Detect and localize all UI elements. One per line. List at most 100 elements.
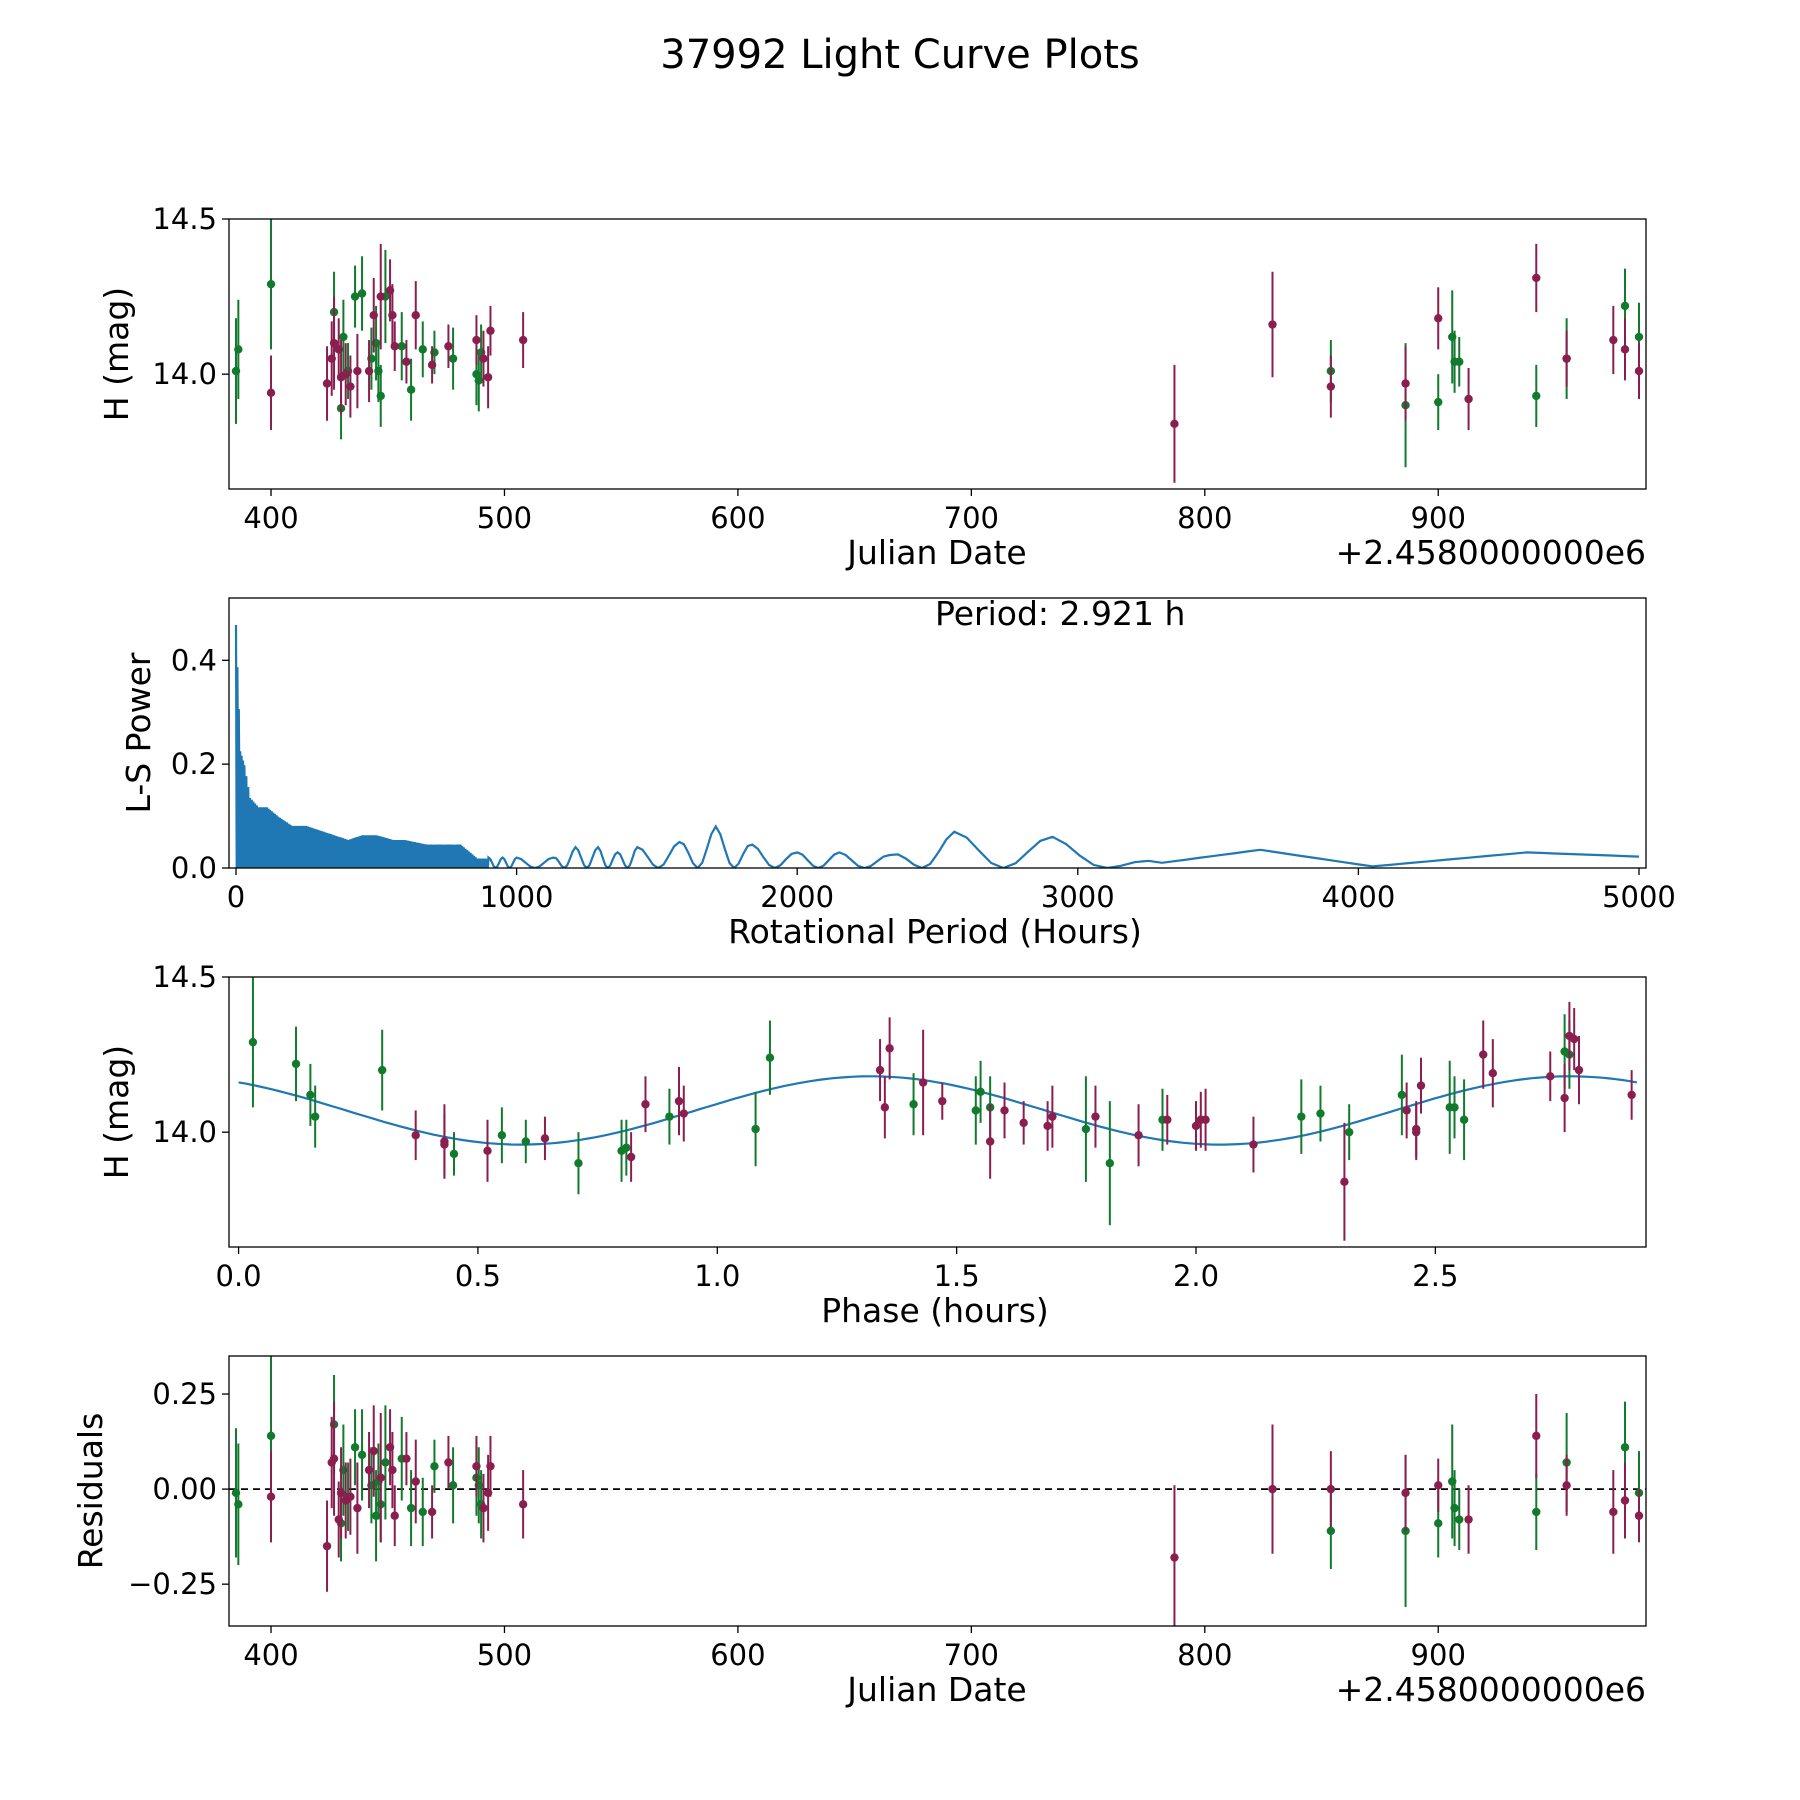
data-point [418, 345, 427, 354]
data-point [1401, 1488, 1410, 1498]
data-point [665, 1112, 674, 1121]
y-tick-label: 0.25 [152, 1377, 217, 1411]
x-tick-label: 2.0 [1173, 1259, 1219, 1293]
data-point [427, 360, 437, 370]
periodogram-xticks: 0 1000 2000 3000 4000 5000 [227, 868, 1676, 914]
data-point [339, 332, 348, 342]
data-point [918, 1078, 928, 1087]
data-point [234, 345, 243, 354]
y-tick-label: 0.2 [171, 747, 217, 781]
data-point [971, 1106, 980, 1115]
residuals-offset-label: +2.4580000000e6 [1336, 1670, 1646, 1709]
phase-folded-ylabel: H (mag) [97, 1045, 136, 1179]
data-point [336, 1488, 346, 1498]
figure-title: 37992 Light Curve Plots [660, 32, 1139, 78]
data-point [1562, 354, 1571, 363]
data-point [1546, 1072, 1555, 1081]
data-point [1105, 1159, 1115, 1168]
x-tick-label: 1.5 [934, 1259, 980, 1293]
x-tick-label: 0 [227, 880, 245, 914]
x-tick-label: 500 [477, 1638, 532, 1672]
data-point [444, 1458, 453, 1467]
x-tick-label: 5000 [1602, 880, 1676, 914]
data-point [674, 1096, 684, 1106]
data-point [353, 1503, 362, 1513]
data-point [390, 1511, 399, 1520]
series-green [231, 1356, 1644, 1607]
data-point [350, 292, 360, 301]
data-point [266, 1431, 276, 1441]
x-tick-label: 400 [243, 1638, 298, 1672]
data-point [540, 1134, 550, 1143]
x-tick-label: 900 [1411, 1638, 1466, 1672]
phase-folded-xlabel: Phase (hours) [821, 1291, 1049, 1330]
data-point [411, 311, 420, 320]
data-point [486, 326, 495, 335]
periodogram-yticks: 0.0 0.2 0.4 [171, 643, 229, 885]
data-point [1000, 1106, 1009, 1115]
data-point [518, 335, 528, 345]
y-tick-label: 0.4 [171, 643, 217, 677]
x-tick-label: 400 [243, 501, 298, 535]
residuals-frame [228, 1355, 1647, 1627]
data-point [1416, 1081, 1426, 1090]
data-point [641, 1100, 650, 1109]
data-point [1201, 1115, 1210, 1124]
data-point [483, 373, 493, 382]
data-point [909, 1100, 918, 1109]
data-point [346, 1492, 355, 1501]
data-point [377, 1065, 387, 1075]
light-curve-offset-label: +2.4580000000e6 [1336, 533, 1646, 572]
residuals-yticks: 0.25 0.00 −0.25 [128, 1377, 229, 1601]
data-point [626, 1152, 636, 1162]
data-point [472, 335, 481, 345]
x-tick-label: 600 [710, 501, 765, 535]
data-point [266, 1492, 276, 1501]
data-point [1268, 320, 1277, 329]
data-point [1397, 1090, 1407, 1100]
x-tick-label: 3000 [1041, 880, 1115, 914]
data-point [1434, 397, 1443, 407]
data-point [1326, 382, 1336, 391]
data-point [444, 342, 453, 351]
y-tick-label: 14.5 [152, 960, 217, 994]
periodogram-xlabel: Rotational Period (Hours) [728, 912, 1142, 951]
data-point [341, 369, 350, 379]
data-point [1191, 1121, 1201, 1131]
data-point [1609, 1507, 1618, 1517]
data-point [357, 289, 367, 298]
y-tick-label: 0.0 [171, 851, 217, 885]
data-point [1455, 357, 1464, 366]
data-point [364, 1465, 374, 1475]
data-point [1326, 1484, 1336, 1494]
panel-residuals: 400 500 600 700 800 900 0.25 0.00 −0.25 Julian … [71, 1355, 1647, 1709]
x-tick-label: 500 [477, 501, 532, 535]
x-tick-label: 0.0 [216, 1259, 262, 1293]
data-point [406, 1503, 416, 1513]
data-point [1450, 1103, 1459, 1112]
data-point [938, 1096, 947, 1106]
x-tick-label: 1.0 [694, 1259, 740, 1293]
data-point [427, 1507, 437, 1517]
series-green [231, 219, 1644, 468]
data-point [1249, 1140, 1258, 1149]
data-point [479, 1503, 488, 1513]
data-point [1464, 394, 1473, 404]
data-point [751, 1124, 760, 1134]
light-curve-xlabel: Julian Date [845, 533, 1027, 572]
data-point [1560, 1093, 1569, 1103]
data-point [1532, 391, 1541, 401]
data-point [1316, 1109, 1325, 1118]
periodogram-frame [228, 597, 1647, 869]
data-point [430, 1462, 439, 1471]
series-maroon [411, 1001, 1636, 1241]
data-point [329, 338, 339, 348]
data-point [1326, 1526, 1336, 1536]
data-point [518, 1500, 528, 1509]
data-point [406, 385, 416, 394]
data-point [574, 1159, 583, 1168]
data-point [376, 391, 385, 401]
x-tick-label: 700 [944, 1638, 999, 1672]
data-point [1627, 1090, 1636, 1100]
data-point [369, 311, 378, 320]
